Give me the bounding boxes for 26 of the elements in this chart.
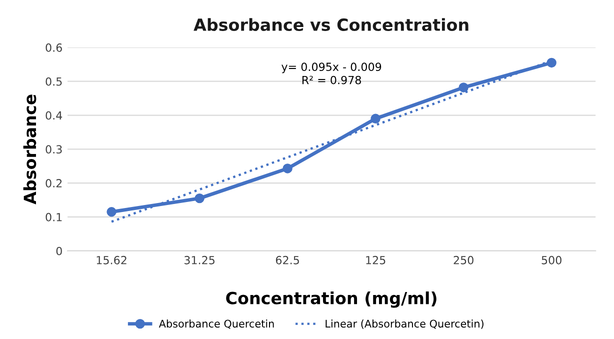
x-axis-title: Concentration (mg/ml) — [226, 291, 436, 308]
x-tick-label: 31.25 — [184, 256, 214, 264]
point — [106, 207, 116, 217]
y-axis-title: Absorbance — [23, 94, 36, 204]
y-tick-label: 0.6 — [46, 43, 62, 52]
annotation: y= 0.095x - 0.009 — [282, 62, 382, 74]
point — [194, 193, 204, 204]
y-tick-label: 0.2 — [46, 179, 62, 188]
legend-label: Linear (Absorbance Quercetin) — [326, 320, 484, 329]
x-tick-label: 15.62 — [96, 256, 126, 264]
point — [370, 114, 380, 124]
annotation: R² = 0.978 — [302, 76, 361, 84]
y-tick-label: 0.5 — [46, 77, 62, 86]
x-tick-label: 125 — [366, 256, 386, 264]
point — [546, 58, 556, 68]
x-tick-label: 62.5 — [276, 256, 299, 264]
point — [458, 82, 468, 92]
x-tick-label: 250 — [454, 256, 474, 264]
x-tick-label: 500 — [542, 256, 562, 264]
y-tick-label: 0.3 — [46, 145, 62, 154]
y-tick-label: 0.4 — [46, 111, 62, 120]
chart-title: Absorbance vs Concentration — [194, 18, 468, 32]
y-tick-label: 0.1 — [46, 212, 62, 222]
y-tick-label: 0 — [56, 246, 62, 256]
point — [282, 164, 292, 174]
legend-label: Absorbance Quercetin — [158, 320, 274, 329]
